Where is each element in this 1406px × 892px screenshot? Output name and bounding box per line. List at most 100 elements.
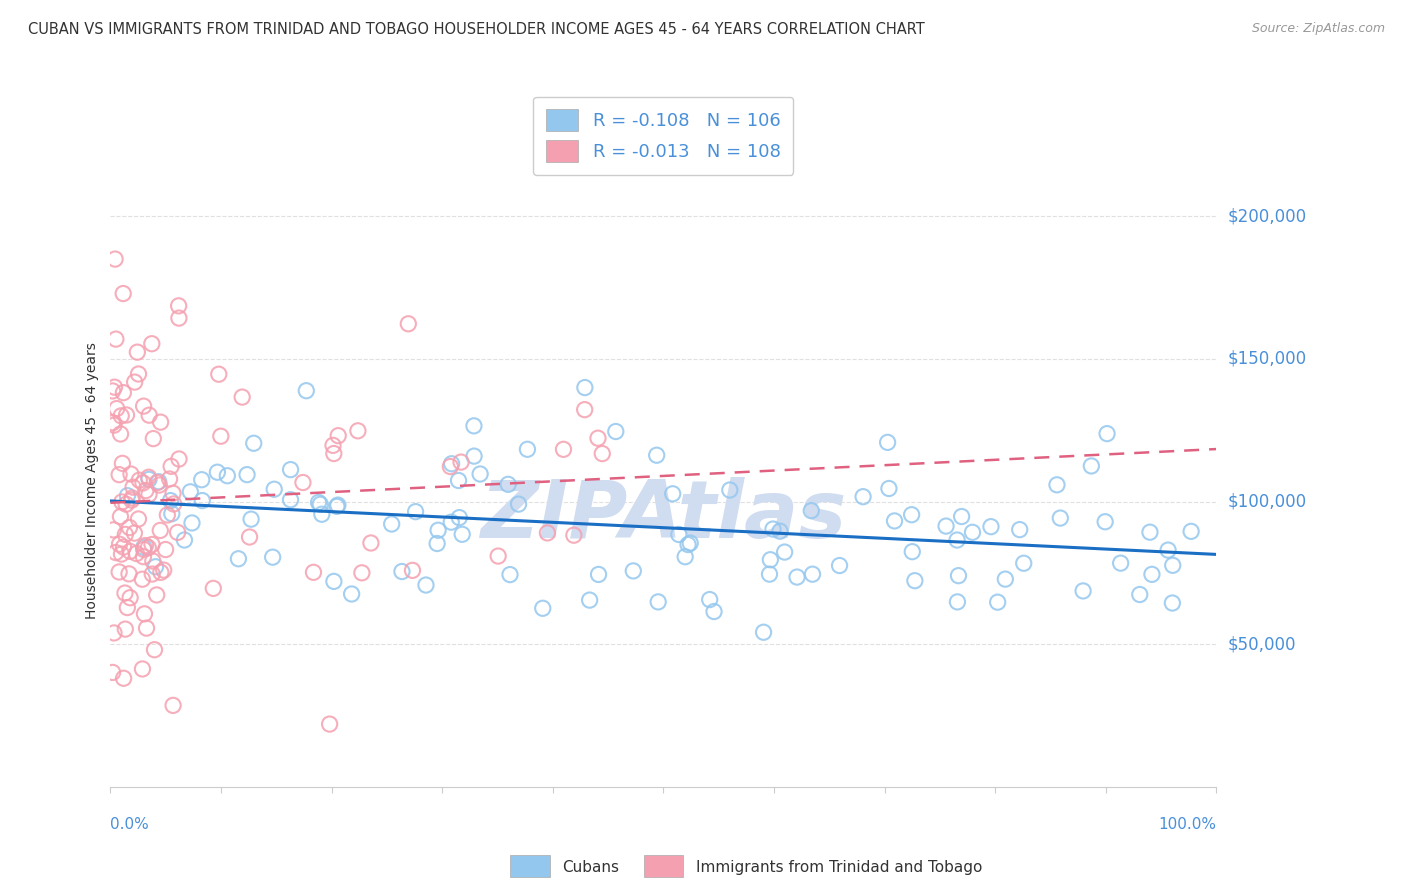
Point bbox=[118, 566, 141, 581]
Point bbox=[191, 493, 214, 508]
Point bbox=[536, 525, 558, 540]
Point bbox=[531, 601, 554, 615]
Point bbox=[328, 428, 350, 442]
Point bbox=[111, 456, 134, 470]
Point bbox=[242, 436, 264, 450]
Point bbox=[112, 540, 135, 554]
Point bbox=[141, 336, 163, 351]
Point bbox=[132, 475, 155, 490]
Point bbox=[156, 508, 179, 522]
Point bbox=[138, 470, 160, 484]
Point bbox=[141, 537, 163, 551]
Point bbox=[166, 525, 188, 540]
Point bbox=[769, 524, 792, 539]
Point bbox=[101, 665, 124, 680]
Point bbox=[1095, 426, 1118, 441]
Point bbox=[262, 550, 284, 565]
Point bbox=[127, 345, 149, 359]
Point bbox=[463, 418, 485, 433]
Point bbox=[146, 475, 169, 490]
Point bbox=[1139, 525, 1161, 540]
Point bbox=[591, 447, 613, 461]
Point bbox=[167, 311, 190, 326]
Point bbox=[900, 508, 922, 522]
Point bbox=[179, 484, 201, 499]
Point bbox=[149, 566, 172, 580]
Text: Immigrants from Trinidad and Tobago: Immigrants from Trinidad and Tobago bbox=[696, 861, 983, 875]
Point bbox=[381, 516, 404, 531]
Point bbox=[103, 523, 125, 537]
Point bbox=[980, 519, 1002, 533]
Point bbox=[120, 591, 142, 605]
Point bbox=[114, 622, 136, 636]
Point bbox=[138, 472, 160, 486]
Point bbox=[800, 503, 823, 517]
Point bbox=[160, 507, 183, 521]
Point bbox=[280, 462, 302, 476]
Point bbox=[718, 483, 741, 497]
Point bbox=[950, 509, 973, 524]
Point bbox=[574, 402, 596, 417]
Point bbox=[236, 467, 259, 482]
Point bbox=[574, 380, 596, 394]
Point bbox=[110, 547, 132, 561]
Point bbox=[994, 572, 1017, 586]
Point bbox=[901, 544, 924, 558]
Point bbox=[347, 424, 370, 438]
Point bbox=[181, 516, 204, 530]
Point bbox=[162, 698, 184, 713]
Point bbox=[322, 438, 344, 452]
Point bbox=[586, 431, 609, 445]
Point bbox=[605, 425, 627, 439]
Point bbox=[449, 510, 471, 524]
Point bbox=[946, 595, 969, 609]
Point bbox=[463, 449, 485, 463]
Point bbox=[142, 432, 165, 446]
Point bbox=[104, 332, 127, 346]
Point bbox=[326, 498, 349, 512]
Point bbox=[104, 252, 127, 266]
Point bbox=[828, 558, 851, 573]
Point bbox=[451, 527, 474, 541]
Point bbox=[103, 418, 125, 433]
Point bbox=[141, 567, 163, 582]
Point bbox=[1109, 556, 1132, 570]
Point bbox=[132, 549, 155, 564]
Point bbox=[676, 538, 699, 552]
Point bbox=[207, 465, 229, 479]
Point bbox=[121, 491, 143, 505]
Point bbox=[1180, 524, 1202, 539]
Point bbox=[562, 528, 585, 542]
Point bbox=[263, 482, 285, 496]
Point bbox=[440, 515, 463, 529]
Point bbox=[128, 473, 150, 487]
Text: $200,000: $200,000 bbox=[1227, 207, 1306, 226]
Point bbox=[159, 472, 181, 486]
Point bbox=[647, 595, 669, 609]
Point bbox=[588, 567, 610, 582]
Point bbox=[309, 497, 332, 511]
Point bbox=[127, 512, 149, 526]
Point bbox=[124, 526, 146, 541]
Point bbox=[143, 642, 166, 657]
Point bbox=[946, 533, 969, 547]
Point bbox=[415, 578, 437, 592]
Point bbox=[948, 568, 970, 582]
Point bbox=[1071, 583, 1094, 598]
Point bbox=[876, 435, 898, 450]
Point bbox=[350, 566, 373, 580]
Point bbox=[104, 545, 127, 559]
Point bbox=[645, 448, 668, 462]
Point bbox=[131, 662, 153, 676]
Point bbox=[136, 541, 159, 555]
Text: $50,000: $50,000 bbox=[1227, 635, 1296, 653]
Point bbox=[239, 530, 262, 544]
Point bbox=[801, 567, 824, 582]
Point bbox=[152, 563, 174, 577]
Point bbox=[103, 380, 125, 394]
Point bbox=[103, 626, 125, 640]
Point bbox=[401, 563, 423, 577]
Point bbox=[108, 565, 131, 579]
Point bbox=[120, 544, 142, 558]
Point bbox=[752, 625, 775, 640]
